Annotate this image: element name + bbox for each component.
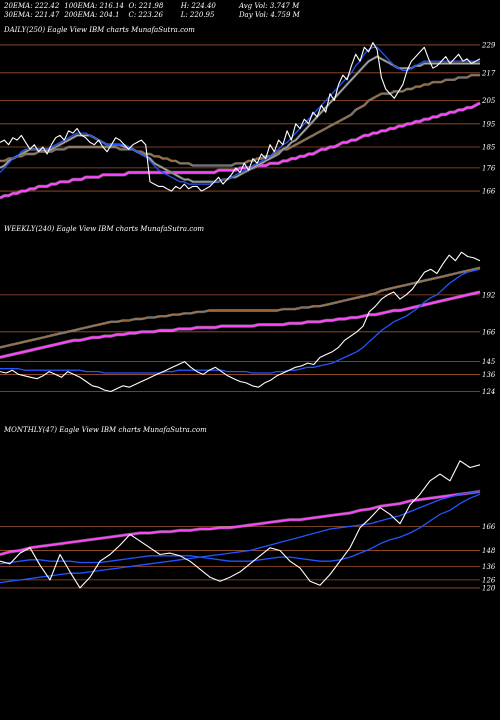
weekly-price-line [0,251,481,393]
monthly-ema-long-line [0,490,481,556]
weekly-level-label-192: 192 [482,291,496,299]
header-row-1: 20EMA: 222.42 100EMA: 216.14 O: 221.98 H… [4,2,299,10]
header-30ema: 30EMA: 221.47 [4,11,60,19]
daily-level-label-205: 205 [481,97,496,105]
header-20ema: 20EMA: 222.42 [4,2,60,10]
daily-level-label-229: 229 [481,41,496,49]
daily-ema-30-line [0,56,480,183]
daily-price-line [0,42,481,192]
monthly-ema-fast-line [0,490,481,584]
weekly-level-label-124: 124 [482,388,495,396]
header-row-2: 30EMA: 221.47 200EMA: 204.1 C: 223.26 L:… [4,11,300,19]
monthly-price-line [0,460,481,589]
weekly-level-label-136: 136 [482,371,496,379]
monthly-panel-title: MONTHLY(47) Eagle View IBM charts Munafa… [4,426,207,434]
header-close: C: 223.26 [128,11,163,19]
monthly-level-label-148: 148 [482,547,496,555]
weekly-panel-title: WEEKLY(240) Eagle View IBM charts Munafa… [4,225,205,233]
monthly-ema-fast-line [0,493,481,565]
weekly-ema-fast-line [0,268,481,374]
daily-level-label-185: 185 [482,144,496,152]
daily-ema-100-line [0,74,480,167]
monthly-level-label-136: 136 [482,563,496,571]
daily-level-label-166: 166 [482,188,496,196]
weekly-panel: 192 166 145 136 124 [0,251,496,396]
daily-level-label-217: 217 [481,69,496,77]
header-200ema: 200EMA: 204.1 [64,11,120,19]
header-avg-vol: Avg Vol: 3.747 M [238,2,300,10]
monthly-level-label-126: 126 [482,576,496,584]
header-high: H: 224.40 [180,2,216,10]
daily-ema-200-line-glow [0,101,481,200]
header-day-vol: Day Vol: 4.759 M [238,11,300,19]
daily-level-label-176: 176 [482,164,496,172]
daily-level-label-195: 195 [482,120,496,128]
daily-ema-200-line [0,101,481,199]
monthly-level-label-120: 120 [482,584,496,592]
weekly-ema-100-line [0,267,481,348]
header-100ema: 100EMA: 216.14 [64,2,125,10]
weekly-level-label-145: 145 [482,358,496,366]
daily-panel: 229 217 205 195 185 176 166 [0,41,496,200]
daily-panel-title: DAILY(250) Eagle View IBM charts MunafaS… [4,26,195,34]
header-open: O: 221.98 [128,2,164,10]
weekly-ema-200-line-glow [0,290,481,360]
header-low: L: 220.95 [180,11,215,19]
monthly-level-label-166: 166 [482,523,496,531]
weekly-level-label-166: 166 [482,328,496,336]
weekly-ema-200-line [0,290,481,359]
